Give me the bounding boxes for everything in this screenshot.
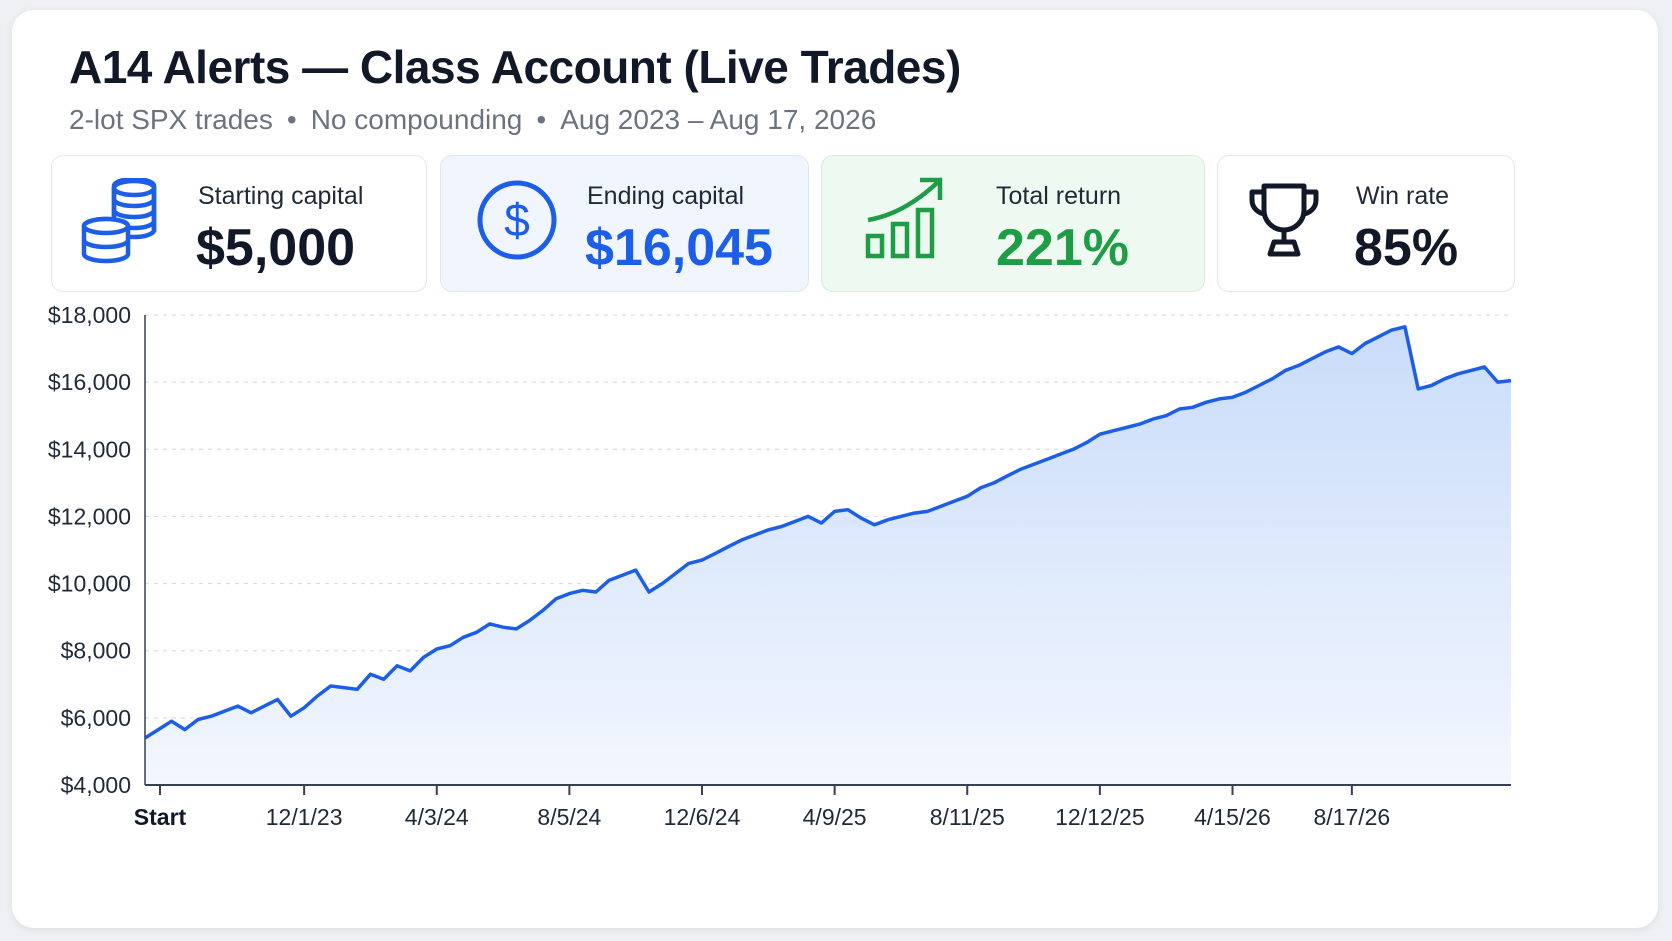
page-subtitle: 2-lot SPX trades • No compounding • Aug 2023… — [69, 104, 876, 136]
y-tick-label: $14,000 — [48, 436, 131, 462]
stat-value: 221% — [996, 219, 1129, 277]
x-tick-label: 12/1/23 — [266, 804, 343, 830]
y-tick-label: $8,000 — [61, 638, 131, 664]
stat-value: 85% — [1354, 219, 1459, 277]
y-tick-label: $16,000 — [48, 369, 131, 395]
x-axis-ticks: Start 12/1/23 4/3/24 8/5/24 12/6/24 4/9/25 8/1… — [134, 785, 1390, 830]
x-tick-label: 4/3/24 — [405, 804, 469, 830]
coins-icon — [80, 176, 162, 271]
subtitle-date-range: Aug 2023 – Aug 17, 2026 — [560, 104, 877, 135]
subtitle-compounding: No compounding — [310, 104, 523, 135]
x-tick-label: Start — [134, 804, 187, 830]
subtitle-separator: • — [536, 104, 547, 135]
stat-label: Win rate — [1356, 182, 1450, 210]
y-axis-ticks: $4,000 $6,000 $8,000 $10,000 $12,000 $14,000 $… — [48, 302, 131, 798]
y-tick-label: $6,000 — [61, 705, 131, 731]
stat-value: $5,000 — [196, 219, 356, 277]
subtitle-lot-size: 2-lot SPX trades — [69, 104, 273, 135]
page-title: A14 Alerts — Class Account (Live Trades) — [69, 41, 961, 93]
stat-card-total-return: Total return 221% — [821, 155, 1205, 292]
stat-label: Ending capital — [587, 182, 745, 210]
x-tick-label: 8/11/25 — [930, 804, 1005, 830]
svg-text:$: $ — [504, 194, 530, 246]
stat-card-starting-capital: Starting capital $5,000 — [51, 155, 427, 292]
x-tick-label: 4/9/25 — [803, 804, 867, 830]
stat-value: $16,045 — [585, 219, 773, 277]
subtitle-separator: • — [286, 104, 297, 135]
y-tick-label: $12,000 — [48, 503, 131, 529]
x-tick-label: 12/12/25 — [1055, 804, 1145, 830]
y-tick-label: $4,000 — [61, 772, 131, 798]
growth-bars-icon — [864, 174, 946, 267]
x-tick-label: 8/17/26 — [1313, 804, 1390, 830]
equity-line — [144, 325, 1512, 740]
x-tick-label: 4/15/26 — [1194, 804, 1271, 830]
x-tick-label: 12/6/24 — [664, 804, 741, 830]
dollar-circle-icon: $ — [475, 178, 559, 267]
y-tick-label: $10,000 — [48, 571, 131, 597]
trophy-icon — [1246, 180, 1322, 265]
stat-label: Starting capital — [198, 182, 364, 210]
equity-area — [145, 326, 1511, 785]
stat-label: Total return — [996, 182, 1122, 210]
x-tick-label: 8/5/24 — [537, 804, 601, 830]
y-tick-label: $18,000 — [48, 302, 131, 328]
axes — [144, 315, 1511, 786]
stat-card-ending-capital: $ Ending capital $16,045 — [440, 155, 809, 292]
stat-card-win-rate: Win rate 85% — [1217, 155, 1515, 292]
